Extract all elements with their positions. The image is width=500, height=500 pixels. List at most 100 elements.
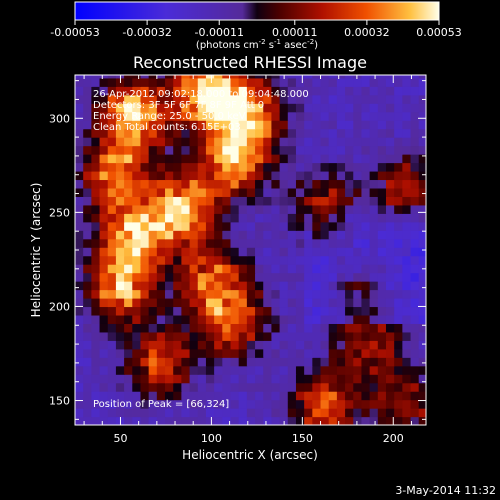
heatmap-cell bbox=[156, 238, 166, 248]
heatmap-cell bbox=[132, 94, 142, 104]
heatmap-cell bbox=[156, 289, 166, 299]
heatmap-cell bbox=[230, 323, 240, 333]
heatmap-cell bbox=[328, 272, 338, 282]
heatmap-cell bbox=[271, 340, 281, 350]
heatmap-cell bbox=[385, 348, 395, 358]
heatmap-cell bbox=[369, 128, 379, 138]
heatmap-cell bbox=[246, 281, 256, 291]
heatmap-cell bbox=[181, 289, 191, 299]
heatmap-cell bbox=[91, 272, 101, 282]
heatmap-cell bbox=[230, 281, 240, 291]
heatmap-cell bbox=[91, 289, 101, 299]
heatmap-cell bbox=[410, 374, 420, 384]
heatmap-cell bbox=[91, 382, 101, 392]
heatmap-cell bbox=[336, 111, 346, 121]
heatmap-cell bbox=[320, 77, 330, 87]
heatmap-cell bbox=[255, 111, 264, 121]
heatmap-cell bbox=[410, 111, 420, 121]
heatmap-cell bbox=[148, 187, 158, 197]
heatmap-cell bbox=[271, 170, 281, 181]
heatmap-cell bbox=[287, 145, 297, 155]
heatmap-cell bbox=[91, 331, 101, 341]
heatmap-cell bbox=[279, 416, 289, 425]
heatmap-cell bbox=[369, 289, 379, 299]
heatmap-cell bbox=[304, 137, 313, 147]
heatmap-cell bbox=[115, 365, 125, 375]
heatmap-cell bbox=[255, 238, 264, 248]
heatmap-cell bbox=[246, 323, 256, 333]
heatmap-cell bbox=[295, 154, 305, 164]
heatmap-cell bbox=[345, 204, 354, 214]
heatmap-cell bbox=[328, 196, 338, 206]
heatmap-cell bbox=[263, 399, 273, 409]
heatmap-cell bbox=[205, 348, 215, 358]
heatmap-cell bbox=[75, 77, 84, 87]
heatmap-cell bbox=[320, 323, 330, 333]
heatmap-cell bbox=[345, 382, 354, 392]
heatmap-cell bbox=[418, 196, 426, 206]
heatmap-cell bbox=[345, 179, 354, 189]
heatmap-cell bbox=[255, 86, 264, 96]
heatmap-cell bbox=[312, 264, 322, 274]
heatmap-cell bbox=[394, 137, 403, 147]
heatmap-cell bbox=[75, 348, 84, 358]
heatmap-cell bbox=[214, 264, 223, 274]
heatmap-cell bbox=[353, 86, 363, 96]
heatmap-cell bbox=[181, 213, 191, 223]
heatmap-cell bbox=[205, 120, 215, 130]
heatmap-cell bbox=[165, 297, 174, 308]
heatmap-cell bbox=[91, 238, 101, 248]
heatmap-cell bbox=[336, 196, 346, 206]
heatmap-cell bbox=[238, 120, 248, 130]
heatmap-cell bbox=[361, 247, 371, 257]
heatmap-cell bbox=[361, 162, 371, 172]
heatmap-cell bbox=[165, 348, 174, 358]
heatmap-cell bbox=[312, 331, 322, 341]
heatmap-cell bbox=[255, 264, 264, 274]
heatmap-cell bbox=[181, 408, 191, 418]
heatmap-cell bbox=[385, 272, 395, 282]
heatmap-cell bbox=[222, 75, 232, 79]
heatmap-cell bbox=[230, 103, 240, 113]
heatmap-cell bbox=[124, 103, 133, 113]
heatmap-cell bbox=[410, 187, 420, 197]
heatmap-cell bbox=[353, 255, 363, 265]
heatmap-cell bbox=[83, 75, 92, 79]
heatmap-cell bbox=[173, 128, 182, 138]
heatmap-cell bbox=[165, 331, 174, 341]
heatmap-cell bbox=[263, 170, 273, 181]
heatmap-cell bbox=[75, 289, 84, 299]
heatmap-cell bbox=[255, 391, 264, 401]
heatmap-cell bbox=[99, 86, 109, 96]
heatmap-cell bbox=[148, 391, 158, 401]
heatmap-cell bbox=[99, 179, 109, 189]
heatmap-cell bbox=[394, 289, 403, 299]
heatmap-cell bbox=[107, 416, 117, 425]
heatmap-cell bbox=[336, 137, 346, 147]
heatmap-cell bbox=[107, 264, 117, 274]
heatmap-cell bbox=[75, 187, 84, 197]
heatmap-cell bbox=[361, 281, 371, 291]
heatmap-cell bbox=[173, 272, 182, 282]
heatmap-cell bbox=[115, 272, 125, 282]
heatmap-cell bbox=[189, 86, 199, 96]
heatmap-cell bbox=[107, 94, 117, 104]
heatmap-cell bbox=[189, 323, 199, 333]
heatmap-cell bbox=[255, 128, 264, 138]
heatmap-cell bbox=[385, 120, 395, 130]
heatmap-cell bbox=[107, 111, 117, 121]
heatmap-cell bbox=[148, 408, 158, 418]
heatmap-cell bbox=[320, 408, 330, 418]
heatmap-cell bbox=[115, 238, 125, 248]
heatmap-cell bbox=[246, 238, 256, 248]
heatmap-cell bbox=[255, 297, 264, 308]
heatmap-cell bbox=[271, 348, 281, 358]
heatmap-cell bbox=[124, 238, 133, 248]
heatmap-cell bbox=[377, 103, 387, 113]
heatmap-cell bbox=[238, 331, 248, 341]
heatmap-cell bbox=[83, 187, 92, 197]
heatmap-cell bbox=[320, 238, 330, 248]
heatmap-cell bbox=[230, 348, 240, 358]
heatmap-cell bbox=[394, 365, 403, 375]
heatmap-cell bbox=[369, 340, 379, 350]
